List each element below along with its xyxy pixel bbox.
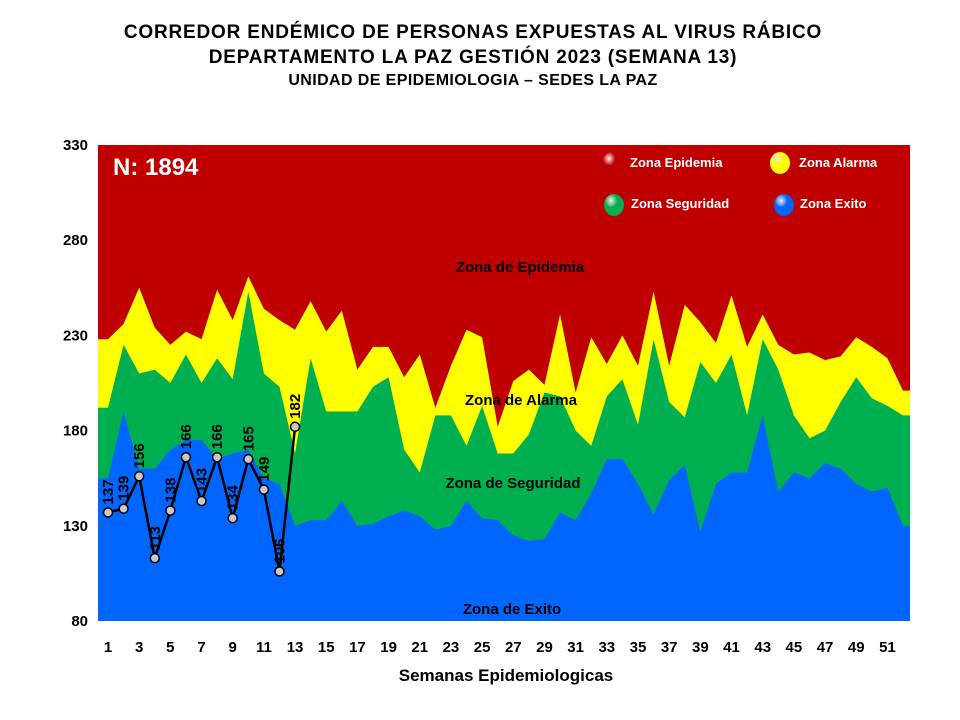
observed-point-10 xyxy=(243,453,254,465)
x-tick-43: 43 xyxy=(754,639,771,656)
legend-swatch-zona-seguridad xyxy=(604,194,624,216)
x-tick-29: 29 xyxy=(536,639,553,656)
y-tick-280: 280 xyxy=(63,232,88,249)
observed-label-3: 156 xyxy=(131,443,148,468)
chart-titles: CORREDOR ENDÉMICO DE PERSONAS EXPUESTAS … xyxy=(0,20,946,92)
zone-label-2: Zona de Seguridad xyxy=(445,475,580,492)
x-tick-41: 41 xyxy=(723,639,740,656)
x-tick-33: 33 xyxy=(598,639,615,656)
x-tick-17: 17 xyxy=(349,639,366,656)
y-tick-180: 180 xyxy=(63,423,88,440)
observed-label-9: 134 xyxy=(225,484,242,510)
plot-area xyxy=(98,145,910,621)
legend-swatch-zona-exito xyxy=(774,194,794,216)
n-annotation: N: 1894 xyxy=(113,154,199,181)
x-tick-3: 3 xyxy=(135,639,143,656)
x-tick-23: 23 xyxy=(443,639,460,656)
observed-point-13 xyxy=(289,421,301,433)
legend-label-zona-epidemia: Zona Epidemia xyxy=(630,155,723,170)
chart-title-line3: UNIDAD DE EPIDEMIOLOGIA – SEDES LA PAZ xyxy=(288,72,658,89)
observed-point-9 xyxy=(227,512,238,524)
legend-swatch-zona-alarma xyxy=(770,152,790,174)
x-tick-35: 35 xyxy=(630,639,647,656)
x-axis-label: Semanas Epidemiologicas xyxy=(399,666,613,685)
y-tick-330: 330 xyxy=(63,137,88,154)
chart-title-line2: DEPARTAMENTO LA PAZ GESTIÓN 2023 (SEMANA… xyxy=(208,47,738,68)
x-tick-31: 31 xyxy=(567,639,584,656)
legend-label-zona-seguridad: Zona Seguridad xyxy=(631,196,729,211)
y-tick-130: 130 xyxy=(63,518,88,535)
zone-label-0: Zona de Epidemia xyxy=(456,259,585,276)
overlay: Zona de Epidemia Zona de Alarma Zona de Se… xyxy=(100,152,878,618)
legend-label-zona-exito: Zona Exito xyxy=(800,196,867,211)
x-tick-39: 39 xyxy=(692,639,709,656)
x-tick-25: 25 xyxy=(474,639,491,656)
x-tick-1: 1 xyxy=(104,639,112,656)
observed-point-11 xyxy=(258,484,270,495)
x-tick-11: 11 xyxy=(256,639,272,656)
observed-label-11: 149 xyxy=(256,457,273,482)
x-tick-47: 47 xyxy=(817,639,834,656)
x-tick-49: 49 xyxy=(848,639,865,656)
observed-label-6: 166 xyxy=(178,424,195,449)
observed-label-10: 165 xyxy=(240,426,257,451)
x-tick-27: 27 xyxy=(505,639,522,656)
observed-label-12: 106 xyxy=(271,538,288,563)
observed-point-1 xyxy=(102,507,114,518)
observed-point-4 xyxy=(149,552,161,564)
observed-point-5 xyxy=(165,505,176,516)
observed-label-13: 182 xyxy=(287,394,304,419)
x-tick-7: 7 xyxy=(197,639,205,656)
observed-label-4: 113 xyxy=(147,526,164,550)
x-tick-15: 15 xyxy=(318,639,335,656)
zona-exito-area xyxy=(98,411,910,621)
x-tick-51: 51 xyxy=(879,639,896,656)
observed-label-1: 137 xyxy=(100,479,117,504)
x-tick-45: 45 xyxy=(786,639,803,656)
observed-point-8 xyxy=(211,452,223,463)
x-tick-21: 21 xyxy=(411,639,428,656)
chart-title-line1: CORREDOR ENDÉMICO DE PERSONAS EXPUESTAS … xyxy=(123,22,823,43)
y-tick-80: 80 xyxy=(71,613,88,630)
zone-label-3: Zona de Exito xyxy=(463,601,561,618)
legend-label-zona-alarma: Zona Alarma xyxy=(799,155,878,170)
x-tick-9: 9 xyxy=(229,639,237,656)
observed-label-2: 139 xyxy=(116,476,133,501)
x-tick-13: 13 xyxy=(287,639,304,656)
observed-point-6 xyxy=(180,452,192,463)
x-tick-5: 5 xyxy=(166,639,174,656)
observed-label-7: 143 xyxy=(194,468,211,493)
observed-point-12 xyxy=(274,566,285,577)
legend-swatch-zona-epidemia xyxy=(602,152,622,174)
observed-point-2 xyxy=(118,503,129,514)
observed-point-7 xyxy=(196,495,207,507)
y-tick-230: 230 xyxy=(63,327,88,344)
zone-label-1: Zona de Alarma xyxy=(465,392,578,409)
x-tick-19: 19 xyxy=(380,639,397,656)
observed-label-5: 138 xyxy=(162,478,179,503)
observed-label-8: 166 xyxy=(209,424,226,449)
x-tick-37: 37 xyxy=(661,639,678,656)
observed-point-3 xyxy=(133,471,145,482)
